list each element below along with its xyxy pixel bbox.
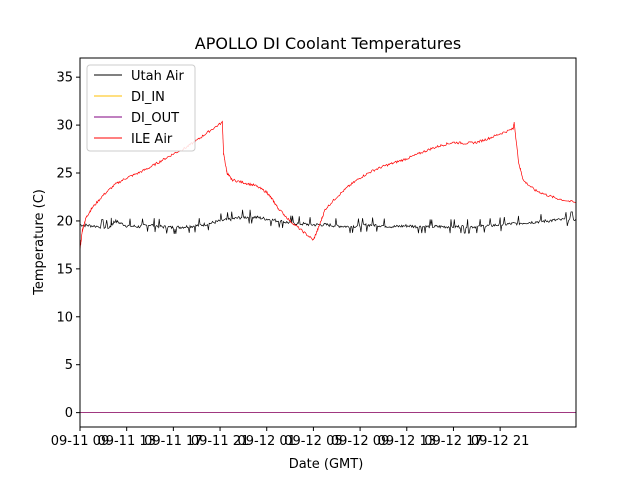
x-tick-label: 09-11 09: [51, 434, 109, 449]
legend: Utah Air DI_IN DI_OUT ILE Air: [86, 64, 196, 152]
x-tick-label: 09-12 01: [238, 434, 296, 449]
x-tick-label: 09-12 17: [424, 434, 482, 449]
legend-label: Utah Air: [131, 69, 184, 84]
legend-label: DI_IN: [131, 90, 165, 105]
y-tick-label: 35: [56, 71, 73, 86]
y-tick-label: 30: [56, 119, 73, 134]
y-tick-label: 20: [56, 214, 73, 229]
x-axis-title: Date (GMT): [289, 457, 364, 472]
series-layer: [79, 120, 577, 414]
y-axis-ticks: 0 5 10 15 20 25 30 35: [56, 71, 80, 421]
series-line-ile-air: [79, 120, 577, 250]
x-tick-label: 09-11 13: [97, 434, 155, 449]
legend-label: DI_OUT: [131, 111, 179, 126]
x-tick-label: 09-11 17: [144, 434, 202, 449]
x-tick-label: 09-11 21: [191, 434, 249, 449]
x-tick-label: 09-12 09: [331, 434, 389, 449]
y-tick-label: 15: [56, 262, 73, 277]
y-tick-label: 10: [56, 310, 73, 325]
legend-label: ILE Air: [131, 132, 173, 147]
y-tick-label: 0: [65, 406, 73, 421]
y-tick-label: 5: [65, 358, 73, 373]
legend-box: [86, 64, 196, 152]
series-line-utah-air: [79, 209, 577, 234]
y-axis-title: Temperature (C): [32, 189, 47, 296]
plot-frame: [79, 57, 577, 428]
x-tick-label: 09-12 13: [378, 434, 436, 449]
x-tick-label: 09-12 05: [284, 434, 342, 449]
chart-title: APOLLO DI Coolant Temperatures: [195, 34, 461, 53]
y-tick-label: 25: [56, 167, 73, 182]
x-tick-label: 09-12 21: [471, 434, 529, 449]
